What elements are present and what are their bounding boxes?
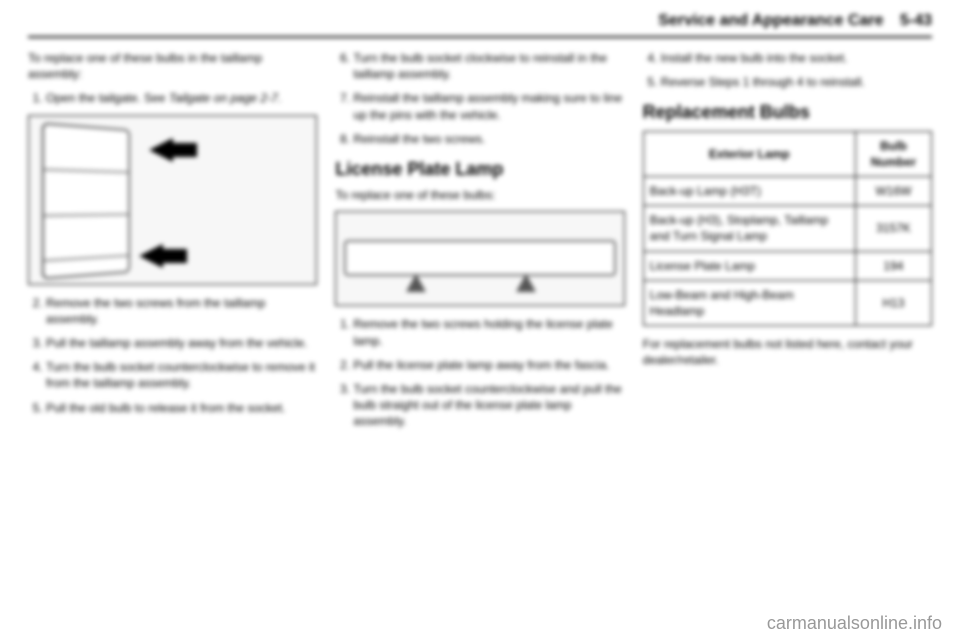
table-cell: 3157K xyxy=(855,206,931,251)
list-item: Reverse Steps 1 through 4 to reinstall. xyxy=(661,74,932,90)
note-text: For replacement bulbs not listed here, c… xyxy=(643,336,932,368)
table-header: Bulb Number xyxy=(855,131,931,176)
taillamp-shape xyxy=(42,122,130,279)
steps-list-2: Turn the bulb socket clockwise to reinst… xyxy=(335,50,624,147)
page-number: 5-43 xyxy=(900,12,932,29)
table-row: License Plate Lamp 194 xyxy=(643,251,931,280)
table-row: Low-Beam and High-Beam Headlamp H13 xyxy=(643,280,931,325)
steps-list-1: Open the tailgate. See Tailgate on page … xyxy=(28,90,317,106)
list-item: Reinstall the taillamp assembly making s… xyxy=(353,90,624,122)
steps-list-1b: Remove the two screws from the taillamp … xyxy=(28,295,317,416)
table-cell: 194 xyxy=(855,251,931,280)
table-row: Back-up (H3), Stoplamp, Taillamp and Tur… xyxy=(643,206,931,251)
list-item: Turn the bulb socket counterclockwise to… xyxy=(46,359,317,391)
arrow-icon xyxy=(139,244,163,268)
taillamp-illustration xyxy=(28,115,317,285)
list-item: Remove the two screws holding the licens… xyxy=(353,316,624,348)
section-title: Service and Appearance Care xyxy=(658,12,883,29)
arrow-icon xyxy=(171,143,197,157)
step-text: Open the tailgate. See xyxy=(46,91,169,105)
watermark: carmanualsonline.info xyxy=(767,613,942,634)
column-2: Turn the bulb socket clockwise to reinst… xyxy=(335,50,624,438)
license-plate-heading: License Plate Lamp xyxy=(335,157,624,181)
column-1: To replace one of these bulbs in the tai… xyxy=(28,50,317,438)
list-item: Open the tailgate. See Tailgate on page … xyxy=(46,90,317,106)
manual-page: Service and Appearance Care 5-43 To repl… xyxy=(0,0,960,640)
license-plate-illustration xyxy=(335,211,624,306)
table-row: Exterior Lamp Bulb Number xyxy=(643,131,931,176)
steps-list-3: Install the new bulb into the socket. Re… xyxy=(643,50,932,90)
intro-text-2: To replace one of these bulbs: xyxy=(335,187,624,203)
list-item: Turn the bulb socket clockwise to reinst… xyxy=(353,50,624,82)
arrow-icon xyxy=(406,274,426,292)
content-columns: To replace one of these bulbs in the tai… xyxy=(28,50,932,438)
list-item: Pull the old bulb to release it from the… xyxy=(46,400,317,416)
list-item: Reinstall the two screws. xyxy=(353,131,624,147)
arrow-icon xyxy=(161,249,187,263)
list-item: Pull the taillamp assembly away from the… xyxy=(46,335,317,351)
list-item: Pull the license plate lamp away from th… xyxy=(353,357,624,373)
plate-shape xyxy=(344,240,615,276)
table-cell: Low-Beam and High-Beam Headlamp xyxy=(643,280,855,325)
list-item: Install the new bulb into the socket. xyxy=(661,50,932,66)
page-header: Service and Appearance Care 5-43 xyxy=(28,12,932,38)
intro-text: To replace one of these bulbs in the tai… xyxy=(28,50,317,82)
table-row: Back-up Lamp (H3T) W16W xyxy=(643,177,931,206)
arrow-icon xyxy=(149,138,173,162)
table-cell: W16W xyxy=(855,177,931,206)
arrow-icon xyxy=(516,274,536,292)
list-item: Remove the two screws from the taillamp … xyxy=(46,295,317,327)
steps-list-license: Remove the two screws holding the licens… xyxy=(335,316,624,429)
table-cell: License Plate Lamp xyxy=(643,251,855,280)
column-3: Install the new bulb into the socket. Re… xyxy=(643,50,932,438)
cross-ref: Tailgate on page 2-7 xyxy=(169,91,278,105)
step-text: . xyxy=(278,91,281,105)
table-cell: Back-up Lamp (H3T) xyxy=(643,177,855,206)
list-item: Turn the bulb socket counterclockwise an… xyxy=(353,381,624,430)
bulbs-table: Exterior Lamp Bulb Number Back-up Lamp (… xyxy=(643,131,932,327)
table-cell: Back-up (H3), Stoplamp, Taillamp and Tur… xyxy=(643,206,855,251)
replacement-bulbs-heading: Replacement Bulbs xyxy=(643,100,932,124)
table-header: Exterior Lamp xyxy=(643,131,855,176)
table-cell: H13 xyxy=(855,280,931,325)
